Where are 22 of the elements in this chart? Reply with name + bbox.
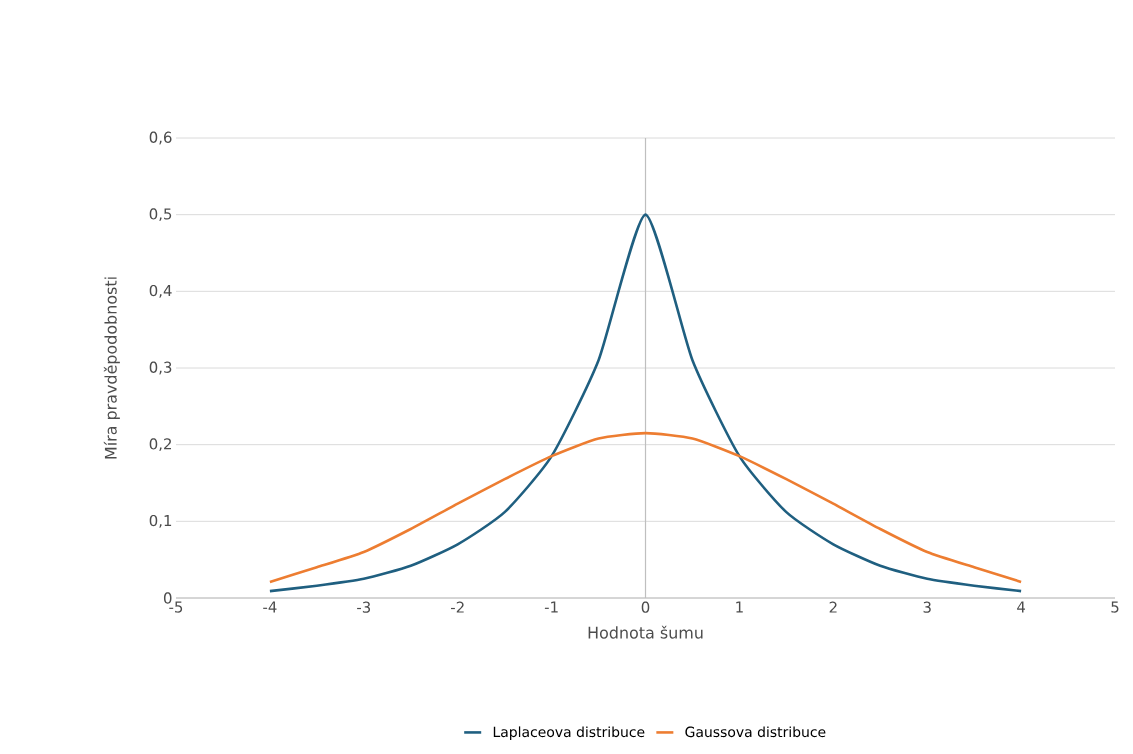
line-series [268, 213, 1023, 593]
x-tick-label: 2 [829, 601, 837, 613]
legend-label: Gaussova distribuce [685, 726, 826, 738]
x-tick-label: -4 [263, 601, 277, 613]
x-tick-label: -1 [544, 601, 558, 613]
x-tick-label: 3 [923, 601, 931, 613]
y-tick-label: 0,1 [149, 514, 172, 528]
x-tick-label: -2 [450, 601, 464, 613]
y-tick-label: 0,4 [149, 284, 172, 298]
x-tick-label: 1 [736, 601, 743, 613]
line-series [268, 431, 1023, 584]
legend-label: Laplaceova distribuce [493, 726, 645, 740]
y-axis-title: Míra pravděpodobnosti [103, 277, 120, 459]
x-axis-title: Hodnota šumu [588, 625, 703, 639]
y-tick-label: 0,5 [149, 208, 172, 222]
y-tick-label: 0,6 [149, 131, 172, 145]
x-tick-label: 4 [1017, 601, 1026, 613]
x-tick-label: 0 [641, 601, 650, 613]
x-tick-label: -3 [357, 601, 371, 613]
x-tick-label: 5 [1111, 601, 1119, 613]
y-tick-label: 0,2 [149, 438, 171, 452]
y-tick-label: 0,3 [149, 361, 172, 375]
